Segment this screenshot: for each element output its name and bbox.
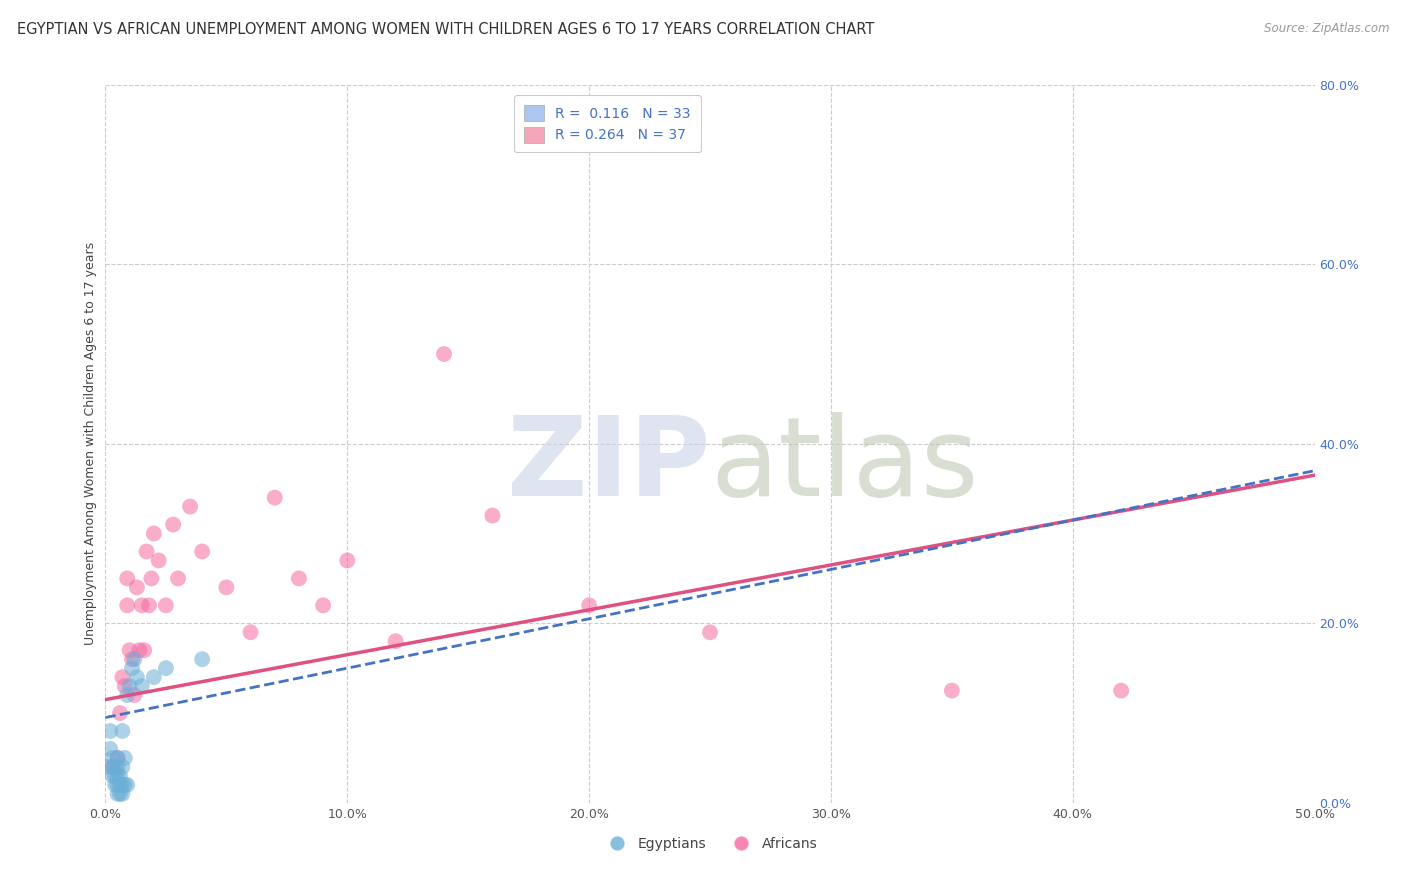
Text: Source: ZipAtlas.com: Source: ZipAtlas.com <box>1264 22 1389 36</box>
Point <box>142 670 165 684</box>
Point <box>107 787 129 801</box>
Point <box>135 544 157 558</box>
Legend: Egyptians, Africans: Egyptians, Africans <box>598 831 823 857</box>
Point <box>98 724 121 739</box>
Point <box>101 760 124 774</box>
Point <box>215 581 238 595</box>
Point <box>118 643 141 657</box>
Point <box>115 688 138 702</box>
Point <box>1109 683 1132 698</box>
Point <box>312 599 335 613</box>
Point <box>107 778 129 792</box>
Point <box>288 571 311 585</box>
Point <box>104 760 127 774</box>
Point <box>101 760 124 774</box>
Point <box>138 599 160 613</box>
Point <box>121 652 143 666</box>
Point <box>179 500 201 514</box>
Text: atlas: atlas <box>710 412 979 519</box>
Point <box>121 661 143 675</box>
Point <box>101 751 124 765</box>
Point <box>155 661 177 675</box>
Point <box>107 769 129 783</box>
Point <box>134 643 156 657</box>
Point <box>142 526 165 541</box>
Point <box>155 599 177 613</box>
Text: EGYPTIAN VS AFRICAN UNEMPLOYMENT AMONG WOMEN WITH CHILDREN AGES 6 TO 17 YEARS CO: EGYPTIAN VS AFRICAN UNEMPLOYMENT AMONG W… <box>17 22 875 37</box>
Point <box>115 778 138 792</box>
Point <box>114 751 136 765</box>
Point <box>167 571 190 585</box>
Point <box>433 347 456 361</box>
Point <box>111 670 134 684</box>
Point <box>107 760 129 774</box>
Point <box>131 679 153 693</box>
Point <box>108 706 131 720</box>
Point <box>104 769 127 783</box>
Point <box>115 571 138 585</box>
Text: ZIP: ZIP <box>506 412 710 519</box>
Point <box>124 652 146 666</box>
Point <box>107 751 129 765</box>
Point <box>104 778 127 792</box>
Point <box>108 769 131 783</box>
Point <box>111 724 134 739</box>
Point <box>114 778 136 792</box>
Point <box>336 553 359 567</box>
Point <box>239 625 262 640</box>
Point <box>263 491 285 505</box>
Point <box>114 679 136 693</box>
Point <box>111 760 134 774</box>
Point <box>941 683 963 698</box>
Point <box>124 688 146 702</box>
Point <box>125 581 148 595</box>
Point <box>115 599 138 613</box>
Point <box>111 787 134 801</box>
Point <box>125 670 148 684</box>
Point <box>131 599 153 613</box>
Point <box>384 634 406 648</box>
Point <box>108 787 131 801</box>
Point <box>111 778 134 792</box>
Point <box>128 643 150 657</box>
Point <box>101 769 124 783</box>
Point <box>108 778 131 792</box>
Point <box>141 571 163 585</box>
Point <box>97 760 120 774</box>
Point <box>118 679 141 693</box>
Point <box>191 544 214 558</box>
Point <box>578 599 600 613</box>
Point <box>481 508 503 523</box>
Point <box>191 652 214 666</box>
Point <box>699 625 721 640</box>
Y-axis label: Unemployment Among Women with Children Ages 6 to 17 years: Unemployment Among Women with Children A… <box>84 243 97 645</box>
Point <box>98 742 121 756</box>
Point <box>107 751 129 765</box>
Point <box>162 517 184 532</box>
Point <box>148 553 170 567</box>
